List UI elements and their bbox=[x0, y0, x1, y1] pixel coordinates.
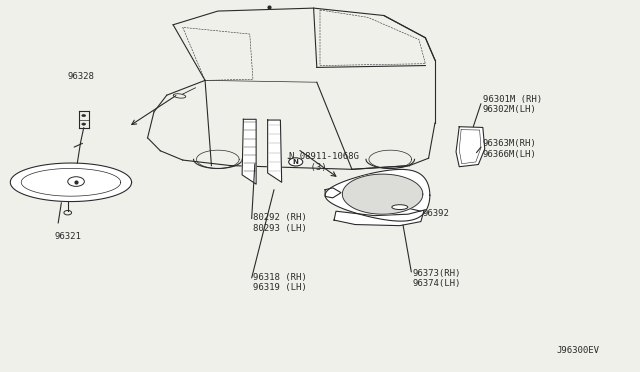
Text: 96321: 96321 bbox=[55, 231, 82, 241]
Circle shape bbox=[82, 123, 86, 125]
Ellipse shape bbox=[392, 205, 408, 209]
Polygon shape bbox=[10, 163, 132, 202]
Polygon shape bbox=[325, 188, 341, 198]
Text: N 08911-1068G
    (3): N 08911-1068G (3) bbox=[289, 152, 359, 171]
Text: 96363M(RH)
96366M(LH): 96363M(RH) 96366M(LH) bbox=[483, 139, 536, 158]
Text: 96328: 96328 bbox=[68, 72, 95, 81]
Text: 80292 (RH)
80293 (LH): 80292 (RH) 80293 (LH) bbox=[253, 214, 307, 233]
Circle shape bbox=[68, 177, 84, 186]
Text: 96318 (RH)
96319 (LH): 96318 (RH) 96319 (LH) bbox=[253, 273, 307, 292]
Polygon shape bbox=[325, 169, 430, 221]
Circle shape bbox=[289, 158, 303, 166]
Text: 96301M (RH)
96302M(LH): 96301M (RH) 96302M(LH) bbox=[483, 95, 542, 114]
Text: J96300EV: J96300EV bbox=[556, 346, 599, 355]
Polygon shape bbox=[456, 127, 484, 167]
Text: N: N bbox=[292, 158, 299, 164]
Text: 96373(RH)
96374(LH): 96373(RH) 96374(LH) bbox=[413, 269, 461, 288]
Polygon shape bbox=[334, 210, 424, 226]
Polygon shape bbox=[242, 119, 256, 184]
Polygon shape bbox=[268, 120, 282, 182]
Polygon shape bbox=[342, 174, 423, 214]
Text: 96392: 96392 bbox=[422, 209, 449, 218]
Circle shape bbox=[82, 115, 86, 117]
